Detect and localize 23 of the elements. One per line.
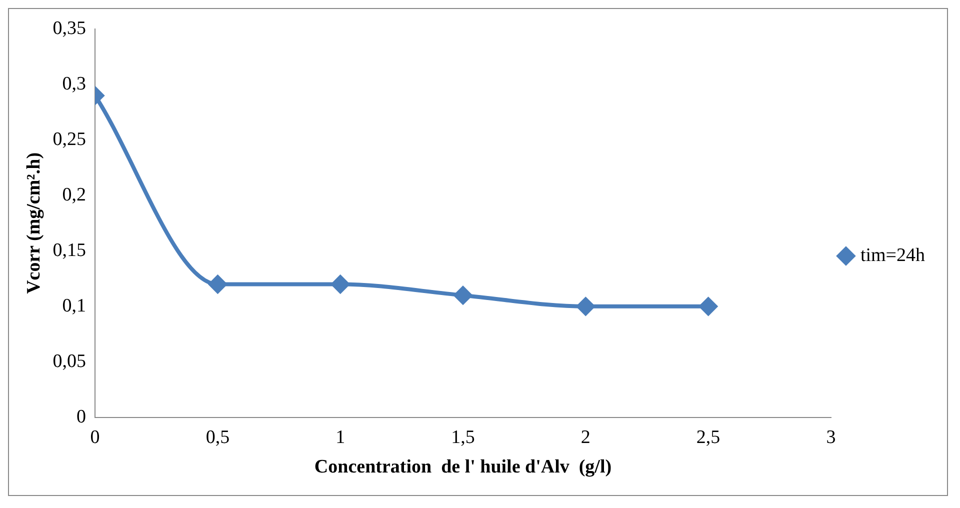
x-tick-label: 3 [826,426,836,448]
legend-label: tim=24h [860,244,926,266]
x-tick-label: 0 [90,426,100,448]
y-tick-label: 0,2 [62,184,86,206]
x-tick-label: 1 [336,426,346,448]
x-tick-label: 2 [580,426,590,448]
point [208,275,227,294]
y-tick-label: 0,35 [52,18,86,39]
point [331,275,350,294]
x-axis-title: Concentration de l' huile d'Alv (g/l) [314,456,612,478]
y-tick-label: 0,25 [52,128,86,150]
x-tick-label: 0,5 [206,426,230,448]
point [699,297,718,316]
y-axis-title: Vcorr (mg/cm².h) [23,152,44,294]
y-tick-label: 0,15 [52,240,86,261]
y-tick-label: 0,05 [52,350,86,372]
y-tick-label: 0 [76,406,86,428]
point [576,297,595,316]
y-tick-label: 0,3 [62,73,86,94]
x-tick-label: 1,5 [451,426,475,448]
x-tick-label: 2,5 [696,426,720,448]
point [454,286,472,304]
y-tick-label: 0,1 [62,295,86,316]
